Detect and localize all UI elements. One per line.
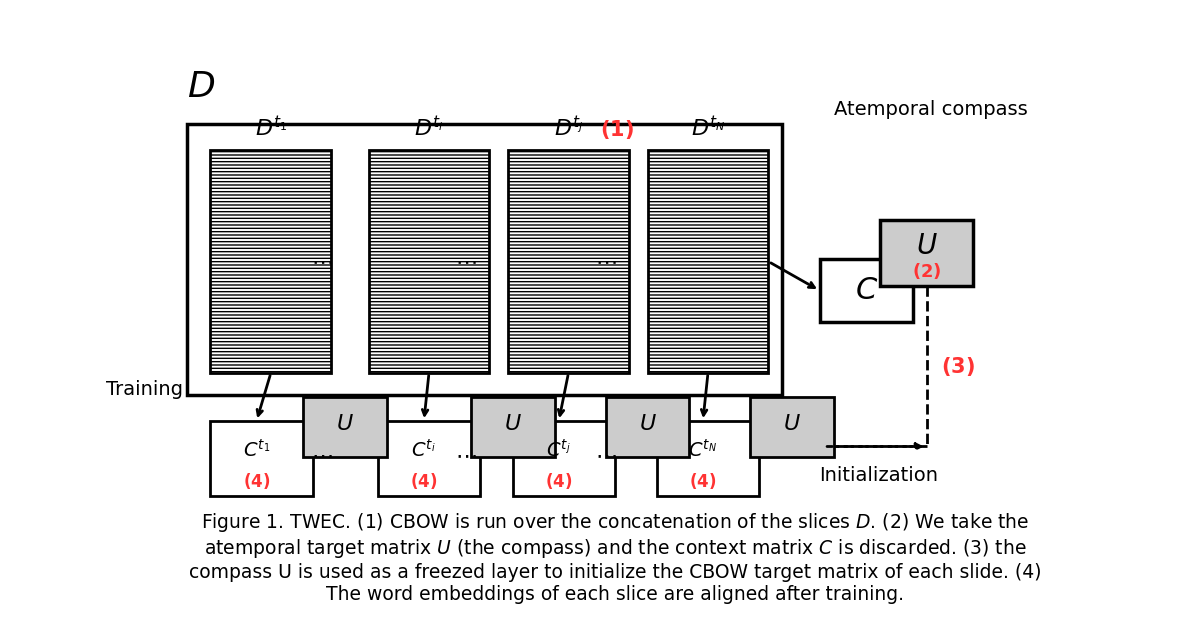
Bar (648, 150, 768, 373)
Text: $\cdots$: $\cdots$ (311, 252, 332, 271)
Bar (210, 421, 313, 496)
Text: $U$: $U$ (916, 233, 937, 260)
Bar (880, 220, 973, 286)
Text: $\cdots$: $\cdots$ (455, 252, 478, 271)
Text: $\mathbf{(1)}$: $\mathbf{(1)}$ (600, 117, 634, 141)
Text: $\cdots$: $\cdots$ (455, 445, 478, 465)
Text: $U$: $U$ (504, 413, 522, 435)
Text: $C^{t_i}$: $C^{t_i}$ (412, 438, 437, 460)
Text: $D^{t_i}$: $D^{t_i}$ (414, 116, 444, 141)
Text: $\mathbf{(3)}$: $\mathbf{(3)}$ (941, 355, 974, 377)
Text: $\mathbf{(2)}$: $\mathbf{(2)}$ (912, 261, 941, 281)
Bar (508, 150, 629, 373)
Text: Training: Training (106, 380, 182, 399)
Bar (304, 397, 388, 457)
Text: Atemporal compass: Atemporal compass (834, 99, 1028, 119)
Text: $C^{t_N}$: $C^{t_N}$ (689, 438, 718, 460)
Text: $\mathbf{(4)}$: $\mathbf{(4)}$ (689, 471, 716, 491)
Text: $\cdots$: $\cdots$ (311, 445, 332, 465)
Text: $U$: $U$ (336, 413, 354, 435)
Bar (470, 397, 554, 457)
Text: $\cdots$: $\cdots$ (595, 252, 617, 271)
Bar (820, 259, 913, 322)
Text: Initialization: Initialization (820, 466, 938, 485)
Text: $\mathbf{(4)}$: $\mathbf{(4)}$ (545, 471, 572, 491)
Bar (656, 421, 760, 496)
Bar (750, 397, 834, 457)
Bar (606, 397, 689, 457)
Bar (368, 150, 490, 373)
Text: $C$: $C$ (854, 275, 877, 306)
Text: $D$: $D$ (187, 70, 215, 104)
Text: $D^{t_j}$: $D^{t_j}$ (553, 116, 583, 141)
Bar (512, 421, 616, 496)
Bar (378, 421, 480, 496)
Text: $\mathbf{(4)}$: $\mathbf{(4)}$ (242, 471, 270, 491)
Text: $C^{t_1}$: $C^{t_1}$ (242, 438, 270, 460)
Text: $\cdots$: $\cdots$ (595, 445, 617, 465)
Bar (210, 150, 331, 373)
Text: $D^{t_1}$: $D^{t_1}$ (254, 116, 287, 141)
Text: Figure 1. TWEC. (1) CBOW is run over the concatenation of the slices $D$. (2) We: Figure 1. TWEC. (1) CBOW is run over the… (188, 511, 1042, 604)
Text: $\mathbf{(4)}$: $\mathbf{(4)}$ (410, 471, 438, 491)
Text: $U$: $U$ (782, 413, 800, 435)
Bar (187, 124, 782, 394)
Text: $C^{t_j}$: $C^{t_j}$ (546, 438, 571, 460)
Text: $U$: $U$ (638, 413, 656, 435)
Text: $D^{t_N}$: $D^{t_N}$ (691, 116, 725, 141)
